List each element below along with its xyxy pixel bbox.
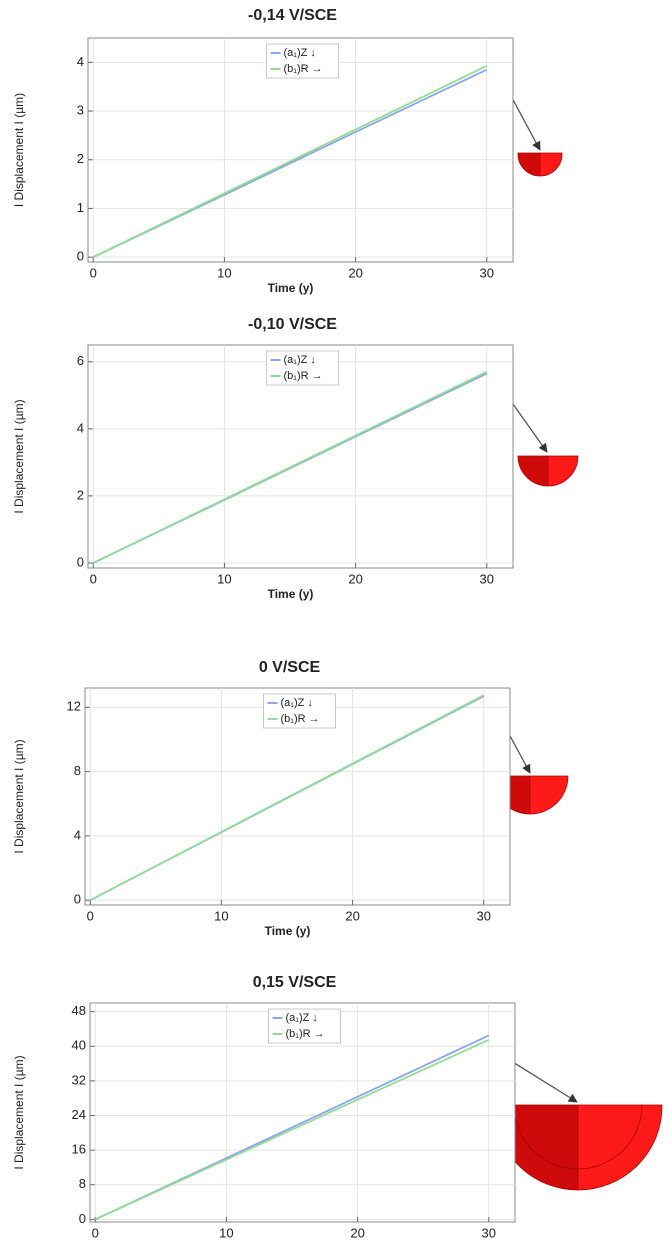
y-axis-label: I Displacement I (µm)	[12, 93, 26, 207]
x-tick-label: 10	[214, 908, 228, 923]
legend-label: (a₁)Z ↓	[284, 354, 316, 366]
y-tick-label: 0	[77, 249, 84, 264]
legend-label: (a₁)Z ↓	[286, 1012, 318, 1024]
hemisphere-layer	[513, 1104, 643, 1170]
hemisphere	[517, 152, 541, 177]
legend-label: (a₁)Z ↓	[281, 697, 313, 709]
chart: -0,14 V/SCE 0 1 2 3 4 0 10 20 30 Time (y) I Displac…	[12, 7, 514, 295]
y-tick-label: 8	[79, 1176, 86, 1191]
x-tick-label: 0	[92, 1225, 99, 1240]
x-tick-label: 20	[345, 908, 359, 923]
y-tick-label: 4	[77, 54, 84, 69]
y-axis-label: I Displacement I (µm)	[12, 399, 26, 513]
chart-title: 0,15 V/SCE	[253, 974, 337, 991]
x-tick-label: 30	[477, 908, 491, 923]
x-tick-label: 20	[350, 1225, 364, 1240]
y-tick-label: 3	[77, 102, 84, 117]
legend-box	[268, 1008, 341, 1044]
y-tick-label: 16	[72, 1142, 86, 1157]
y-tick-label: 6	[77, 353, 84, 368]
x-tick-label: 0	[90, 571, 97, 586]
y-tick-label: 0	[74, 892, 81, 907]
y-tick-label: 48	[72, 1003, 86, 1018]
y-tick-label: 4	[77, 420, 84, 435]
y-tick-label: 24	[72, 1107, 86, 1122]
hemisphere	[577, 1104, 663, 1191]
chart-title: 0 V/SCE	[259, 659, 321, 676]
x-tick-label: 0	[87, 908, 94, 923]
legend-label: (b₁)R →	[286, 1028, 325, 1040]
x-tick-label: 10	[219, 1225, 233, 1240]
x-tick-label: 20	[348, 571, 362, 586]
x-tick-label: 10	[217, 265, 231, 280]
x-axis-label: Time (y)	[268, 281, 314, 295]
y-tick-label: 2	[77, 151, 84, 166]
chart: 0,15 V/SCE0816243240480102030Time (y)I D…	[12, 974, 516, 1240]
chart: -0,10 V/SCE 0 2 4 6 0 10 20 30 Time (y) I Displace…	[12, 316, 514, 601]
y-tick-label: 0	[79, 1211, 86, 1226]
series-line	[92, 371, 488, 564]
series-line	[94, 1038, 490, 1221]
hemisphere	[547, 455, 579, 487]
legend-label: (b₁)R →	[281, 713, 320, 725]
legend-box	[263, 693, 336, 729]
y-axis-label: I Displacement I (µm)	[12, 739, 26, 853]
y-tick-label: 4	[74, 827, 81, 842]
x-axis-label: Time (y)	[268, 587, 314, 601]
x-tick-label: 0	[90, 265, 97, 280]
y-tick-label: 1	[77, 200, 84, 215]
x-tick-label: 20	[348, 265, 362, 280]
y-tick-label: 0	[77, 554, 84, 569]
x-tick-label: 30	[482, 1225, 496, 1240]
y-tick-label: 2	[77, 487, 84, 502]
x-tick-label: 30	[480, 571, 494, 586]
chart-title: -0,14 V/SCE	[248, 7, 337, 24]
legend-box	[266, 350, 339, 386]
hemisphere	[517, 455, 549, 487]
x-tick-label: 10	[217, 571, 231, 586]
legend-box	[266, 43, 339, 79]
hemisphere	[529, 775, 569, 815]
y-tick-label: 40	[72, 1038, 86, 1053]
legend-label: (b₁)R →	[284, 370, 323, 382]
legend-label: (b₁)R →	[284, 63, 323, 75]
chart: 0 V/SCE 0 4 8 12 0 10 20 30 Time (y) I Displacemen…	[12, 659, 511, 938]
legend-label: (a₁)Z ↓	[284, 47, 316, 59]
series-line	[89, 694, 485, 901]
y-axis-label: I Displacement I (µm)	[12, 1055, 26, 1169]
hemisphere	[539, 152, 563, 177]
x-tick-label: 30	[480, 265, 494, 280]
y-tick-label: 12	[67, 699, 81, 714]
series-line	[92, 64, 488, 258]
x-axis-label: Time (y)	[265, 924, 311, 938]
y-tick-label: 8	[74, 763, 81, 778]
hemisphere-icons	[491, 152, 663, 1191]
chart-title: -0,10 V/SCE	[248, 316, 337, 333]
y-tick-label: 32	[72, 1072, 86, 1087]
